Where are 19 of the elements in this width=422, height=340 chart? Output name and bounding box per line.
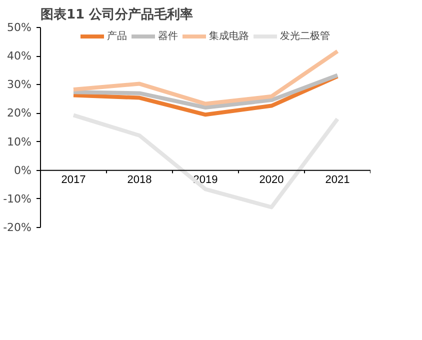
line-series bbox=[72, 49, 340, 106]
legend-label: 器件 bbox=[158, 30, 178, 43]
legend-label: 集成电路 bbox=[209, 30, 249, 43]
line-series bbox=[72, 73, 340, 110]
x-tick-label: 2020 bbox=[259, 174, 284, 186]
y-tick-label: 20% bbox=[7, 106, 32, 120]
legend-label: 产品 bbox=[107, 30, 127, 43]
x-tick-label: 2021 bbox=[325, 174, 350, 186]
x-tick-label: 2017 bbox=[61, 174, 86, 186]
x-tick-label: 2018 bbox=[127, 174, 152, 186]
y-tick-label: -10% bbox=[3, 192, 32, 206]
y-tick-label: -20% bbox=[3, 221, 32, 234]
y-tick-label: 0% bbox=[14, 164, 32, 177]
y-tick-label: 50% bbox=[7, 21, 32, 34]
y-tick-label: 30% bbox=[7, 78, 32, 92]
legend-label: 发光二极管 bbox=[280, 30, 330, 43]
chart-title: 图表11 公司分产品毛利率 bbox=[40, 6, 194, 22]
y-tick-label: 10% bbox=[7, 135, 32, 148]
y-tick-label: 40% bbox=[7, 50, 32, 63]
